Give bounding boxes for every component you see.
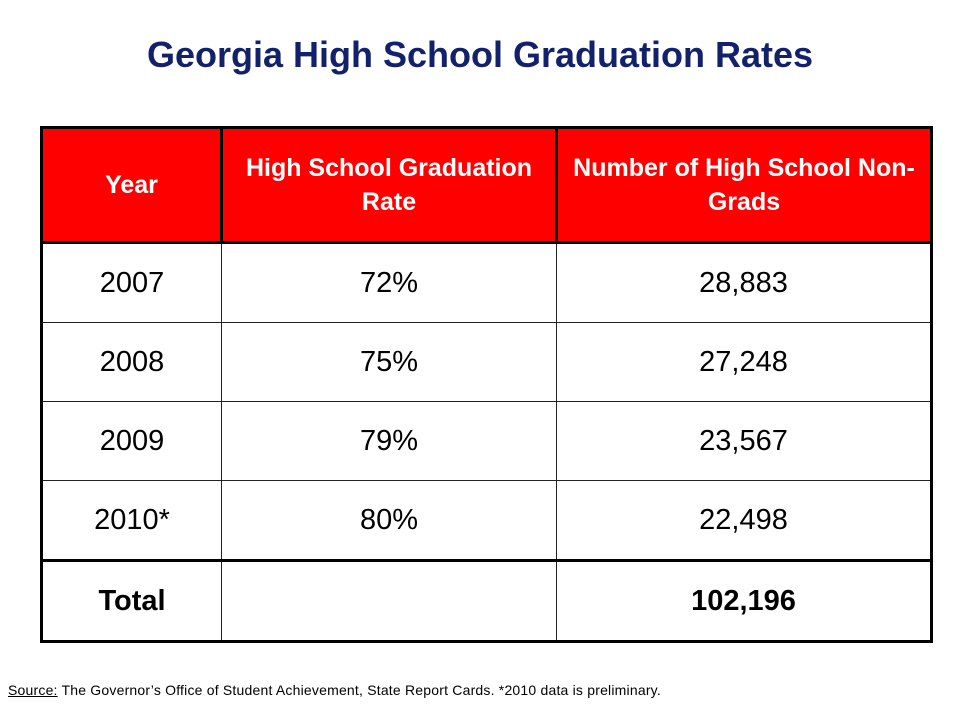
- page-title: Georgia High School Graduation Rates: [146, 34, 814, 75]
- total-rate: [221, 559, 557, 642]
- source-note: Source: The Governor’s Office of Student…: [8, 682, 661, 698]
- cell-graduation-rate: 80%: [221, 480, 557, 561]
- cell-non-grads: 23,567: [556, 401, 932, 481]
- header-non-grads: Number of High School Non-Grads: [555, 126, 933, 244]
- total-non-grads: 102,196: [556, 559, 932, 642]
- cell-non-grads: 28,883: [556, 242, 932, 323]
- table-total-row: Total 102,196: [41, 559, 932, 642]
- source-text: The Governor’s Office of Student Achieve…: [57, 682, 661, 698]
- cell-graduation-rate: 72%: [221, 242, 557, 323]
- cell-graduation-rate: 75%: [221, 322, 557, 402]
- table-header-row: Year High School Graduation Rate Number …: [40, 126, 933, 244]
- cell-graduation-rate: 79%: [221, 401, 557, 481]
- table-row: 2007 72% 28,883: [41, 242, 932, 323]
- cell-year: 2010*: [41, 480, 222, 561]
- cell-non-grads: 27,248: [556, 322, 932, 402]
- source-label: Source:: [8, 682, 58, 698]
- header-year: Year: [40, 126, 223, 244]
- table-row: 2010* 80% 22,498: [41, 480, 932, 561]
- table-row: 2009 79% 23,567: [41, 401, 932, 481]
- table-row: 2008 75% 27,248: [41, 322, 932, 402]
- cell-non-grads: 22,498: [556, 480, 932, 561]
- cell-year: 2009: [41, 401, 222, 481]
- graduation-rates-table: Year High School Graduation Rate Number …: [40, 126, 933, 643]
- total-label: Total: [41, 559, 222, 642]
- header-graduation-rate: High School Graduation Rate: [220, 126, 558, 244]
- cell-year: 2008: [41, 322, 222, 402]
- cell-year: 2007: [41, 242, 222, 323]
